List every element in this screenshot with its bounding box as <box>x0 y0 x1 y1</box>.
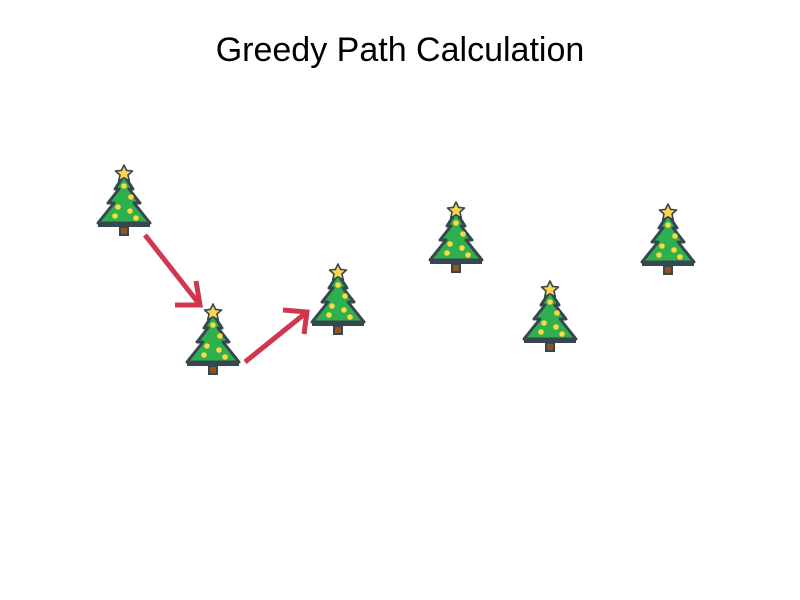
christmas-tree-icon <box>96 163 152 237</box>
christmas-tree-icon <box>428 200 484 274</box>
tree-node-6 <box>640 202 696 276</box>
path-arrow-2 <box>243 307 310 364</box>
tree-node-4 <box>428 200 484 274</box>
tree-node-5 <box>522 279 578 353</box>
christmas-tree-icon <box>640 202 696 276</box>
christmas-tree-icon <box>185 302 241 376</box>
path-arrow-1 <box>143 233 203 308</box>
christmas-tree-icon <box>310 262 366 336</box>
christmas-tree-icon <box>522 279 578 353</box>
tree-node-3 <box>310 262 366 336</box>
tree-node-1 <box>96 163 152 237</box>
diagram-title: Greedy Path Calculation <box>215 31 585 69</box>
tree-node-2 <box>185 302 241 376</box>
